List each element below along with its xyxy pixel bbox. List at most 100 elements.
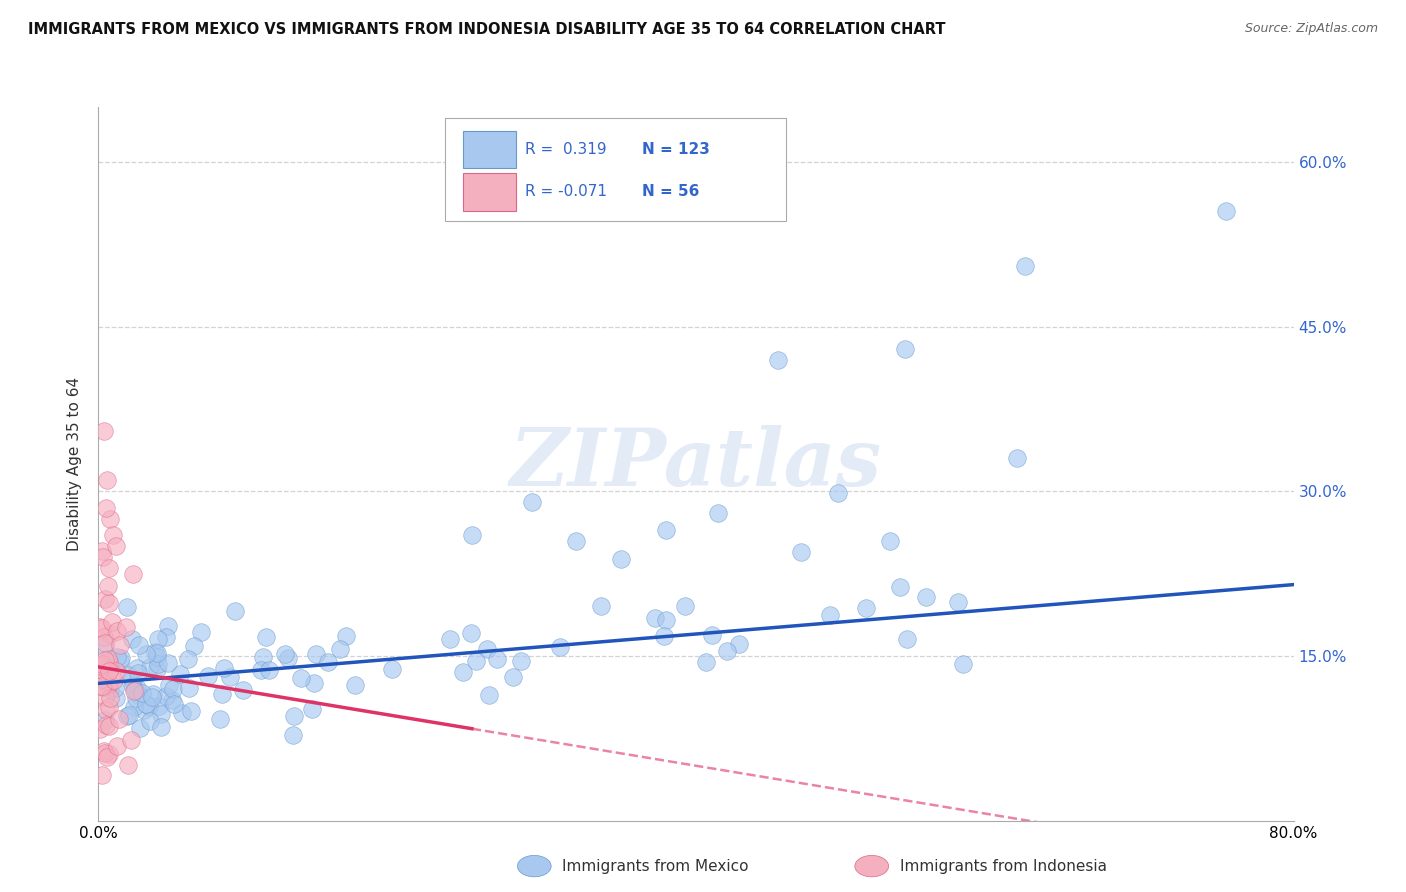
Point — [105, 665, 128, 679]
Point — [121, 673, 143, 688]
Point — [565, 533, 588, 548]
Point — [114, 620, 136, 634]
Point — [460, 626, 482, 640]
Point — [157, 619, 180, 633]
Point — [94, 746, 117, 760]
Point — [520, 495, 543, 509]
Point — [277, 651, 299, 665]
Point — [93, 664, 115, 678]
Point — [120, 733, 142, 747]
Point — [90, 670, 112, 684]
Point — [91, 680, 114, 694]
Point — [100, 512, 122, 526]
Point — [146, 657, 169, 672]
Point — [117, 668, 139, 682]
Point — [97, 596, 120, 610]
Point — [146, 662, 169, 676]
Point — [105, 649, 128, 664]
Point — [1014, 259, 1036, 273]
Point — [94, 636, 117, 650]
Point — [145, 646, 167, 660]
Point — [128, 688, 150, 702]
Point — [104, 681, 127, 695]
Point — [485, 652, 508, 666]
Point — [305, 647, 328, 661]
Point — [548, 640, 571, 654]
FancyBboxPatch shape — [463, 130, 516, 168]
Point — [169, 667, 191, 681]
Point — [128, 639, 150, 653]
Point — [610, 552, 633, 566]
Point — [90, 768, 112, 782]
FancyBboxPatch shape — [463, 173, 516, 211]
Point — [163, 698, 186, 712]
Text: Immigrants from Mexico: Immigrants from Mexico — [562, 859, 749, 873]
Point — [208, 712, 231, 726]
Point — [160, 693, 183, 707]
Point — [180, 704, 202, 718]
Point — [451, 665, 474, 680]
Point — [96, 749, 118, 764]
Point — [97, 719, 120, 733]
Point — [125, 690, 148, 705]
Point — [117, 707, 139, 722]
Point — [135, 698, 157, 712]
Point — [122, 700, 145, 714]
Point — [96, 473, 118, 487]
Text: N = 56: N = 56 — [643, 185, 700, 200]
Point — [98, 664, 121, 678]
Text: ZIPatlas: ZIPatlas — [510, 425, 882, 502]
Point — [335, 629, 357, 643]
Point — [131, 685, 153, 699]
Point — [142, 687, 165, 701]
Point — [115, 600, 138, 615]
Point — [224, 604, 246, 618]
Point — [219, 670, 242, 684]
Point — [103, 528, 125, 542]
Point — [502, 670, 524, 684]
Point — [98, 682, 121, 697]
Point — [707, 506, 730, 520]
Point — [896, 632, 918, 646]
Point — [381, 662, 404, 676]
Point — [96, 718, 118, 732]
Point — [915, 590, 938, 604]
Point — [97, 652, 120, 666]
Point — [274, 647, 297, 661]
Point — [94, 702, 117, 716]
Point — [108, 654, 131, 668]
Point — [150, 720, 173, 734]
Point — [655, 613, 678, 627]
Point — [766, 352, 789, 367]
Point — [138, 698, 160, 713]
Point — [91, 657, 114, 671]
Point — [94, 690, 117, 705]
Point — [673, 599, 696, 614]
Point — [98, 747, 121, 762]
Point — [465, 654, 488, 668]
Point — [91, 544, 114, 558]
Point — [124, 684, 146, 698]
Point — [90, 659, 112, 673]
Point — [93, 653, 115, 667]
Point — [89, 722, 111, 736]
Point — [644, 611, 666, 625]
Point — [132, 703, 155, 717]
Point — [211, 687, 233, 701]
Point — [98, 690, 121, 705]
Point — [316, 655, 339, 669]
Point — [159, 677, 181, 691]
Text: R = -0.071: R = -0.071 — [524, 185, 607, 200]
Point — [695, 655, 717, 669]
Point — [135, 647, 157, 661]
Point — [589, 599, 612, 613]
Point — [329, 641, 352, 656]
Point — [107, 739, 129, 753]
Point — [257, 663, 280, 677]
Point — [127, 665, 149, 680]
Point — [141, 690, 163, 705]
Point — [477, 642, 499, 657]
Point — [98, 699, 121, 714]
Point — [654, 628, 676, 642]
Text: IMMIGRANTS FROM MEXICO VS IMMIGRANTS FROM INDONESIA DISABILITY AGE 35 TO 64 CORR: IMMIGRANTS FROM MEXICO VS IMMIGRANTS FRO… — [28, 22, 946, 37]
